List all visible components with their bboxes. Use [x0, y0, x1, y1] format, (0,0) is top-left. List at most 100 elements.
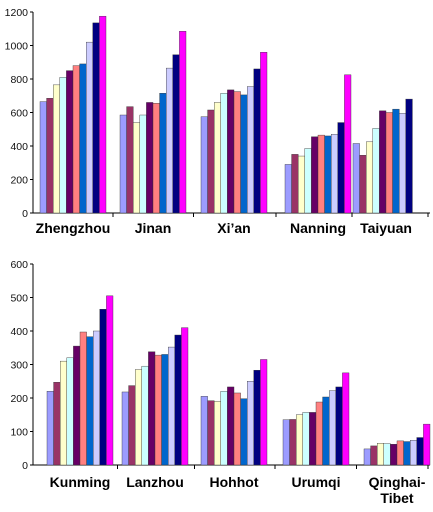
bar — [207, 109, 215, 214]
bar — [377, 443, 385, 466]
y-tick-label: 300 — [10, 360, 28, 372]
bar — [329, 390, 337, 466]
bar — [359, 155, 367, 214]
x-category-label: Zhengzhou — [36, 220, 111, 236]
x-category-label: Urumqi — [292, 474, 341, 490]
bar — [227, 386, 235, 466]
bar — [154, 354, 162, 466]
bar — [126, 106, 134, 214]
bar — [385, 112, 393, 214]
y-tick-label: 400 — [10, 326, 28, 338]
y-tick-label: 1200 — [5, 7, 29, 19]
bar — [134, 369, 142, 466]
bar — [311, 136, 319, 214]
bar — [207, 400, 215, 466]
bar — [324, 135, 332, 214]
bar — [46, 98, 54, 214]
bar — [72, 65, 80, 214]
bar — [246, 381, 254, 466]
bar — [200, 396, 208, 466]
bar — [167, 346, 175, 466]
bar — [342, 372, 350, 466]
bar — [146, 102, 154, 214]
bar — [337, 122, 345, 214]
bar — [152, 103, 160, 214]
bar — [141, 365, 149, 466]
bar — [53, 382, 61, 466]
bar — [39, 101, 47, 214]
y-tick-label: 0 — [22, 460, 28, 472]
bar — [298, 155, 306, 214]
bar — [291, 154, 299, 214]
bar — [148, 351, 156, 466]
bar — [60, 360, 68, 466]
bar — [213, 102, 221, 214]
bar — [399, 113, 407, 214]
bar — [165, 67, 173, 214]
x-category-label: Kunming — [50, 474, 111, 490]
y-tick-label: 1000 — [5, 41, 29, 53]
bar — [282, 419, 290, 466]
bar — [106, 295, 114, 466]
bar — [220, 93, 228, 214]
bar — [213, 401, 221, 466]
x-category-label: Qinghai- — [369, 474, 426, 490]
x-category-label: Taiyuan — [360, 220, 412, 236]
bar — [416, 437, 424, 466]
bar — [383, 443, 391, 466]
bar — [200, 116, 208, 214]
bar — [79, 331, 87, 466]
bar — [66, 357, 74, 466]
bar — [73, 345, 81, 466]
bar — [363, 448, 371, 466]
bar — [304, 148, 312, 214]
bar — [322, 396, 330, 466]
bar — [172, 54, 180, 214]
bar — [379, 110, 387, 214]
bar — [372, 128, 380, 214]
bar — [331, 134, 339, 214]
x-category-label: Lanzhou — [126, 474, 184, 490]
bar — [366, 141, 374, 214]
bar — [240, 398, 248, 466]
bar — [79, 63, 87, 214]
bar — [296, 414, 304, 466]
bar — [403, 441, 411, 466]
bar — [92, 22, 100, 214]
bar — [233, 91, 241, 214]
bar — [53, 84, 61, 214]
bar — [181, 327, 189, 466]
y-tick-label: 500 — [10, 293, 28, 305]
y-tick-label: 600 — [10, 259, 28, 271]
bar — [253, 369, 261, 466]
y-tick-label: 800 — [10, 74, 28, 86]
bar — [240, 94, 248, 214]
bar — [233, 392, 241, 466]
bar — [315, 401, 323, 466]
bar — [92, 330, 100, 466]
bar — [179, 31, 187, 214]
bar — [260, 359, 268, 466]
bar — [317, 134, 325, 214]
x-category-label: Xi’an — [217, 220, 250, 236]
bar — [159, 93, 167, 214]
bar — [370, 445, 378, 466]
y-tick-label: 100 — [10, 427, 28, 439]
bar — [121, 391, 129, 466]
y-tick-label: 200 — [10, 175, 28, 187]
bar — [289, 419, 297, 466]
bar — [335, 386, 343, 466]
bar — [46, 391, 54, 466]
bar — [85, 41, 93, 214]
bar — [99, 309, 107, 466]
x-category-label: Nanning — [290, 220, 346, 236]
y-tick-label: 600 — [10, 108, 28, 120]
y-tick-label: 200 — [10, 393, 28, 405]
bar — [390, 444, 398, 466]
bar — [99, 15, 107, 214]
bar — [246, 86, 254, 214]
bar — [132, 122, 140, 214]
bar — [405, 98, 413, 214]
x-category-label: Hohhot — [210, 474, 259, 490]
